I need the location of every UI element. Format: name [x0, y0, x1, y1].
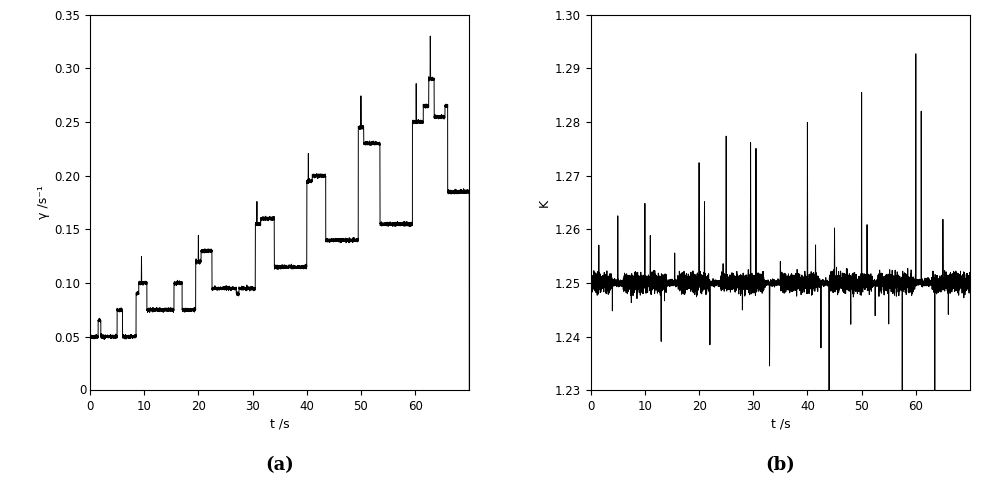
Text: (b): (b)	[765, 457, 795, 474]
Text: (a): (a)	[265, 457, 294, 474]
Y-axis label: γ /s⁻¹: γ /s⁻¹	[37, 185, 50, 220]
Text: 0: 0	[79, 384, 86, 397]
Y-axis label: K: K	[538, 199, 551, 206]
X-axis label: t /s: t /s	[771, 417, 790, 430]
X-axis label: t /s: t /s	[270, 417, 289, 430]
